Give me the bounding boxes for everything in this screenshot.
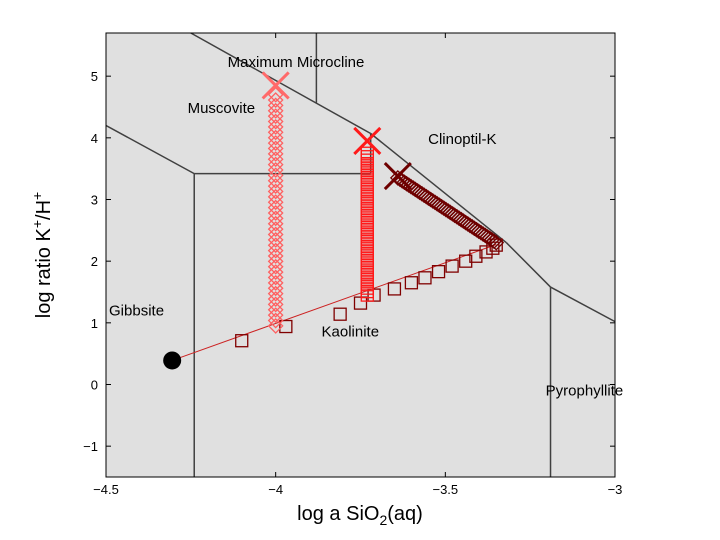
x-tick-label-3: −3: [608, 482, 623, 497]
series-1-point-4: [367, 288, 381, 302]
series-1-point-1: [279, 319, 293, 334]
series-1-point-2: [333, 307, 347, 321]
x-tick-label-0: −4.5: [93, 482, 119, 497]
x-axis-label: log a SiO2(aq): [297, 503, 423, 528]
series-1-point-9: [445, 259, 459, 273]
x-tick-label-2: −3.5: [432, 482, 458, 497]
region-label-5: Pyrophyllite: [546, 383, 624, 400]
y-axis-ticks: −1 0 1 2 3 4 5: [83, 69, 615, 454]
series-6-point-0: [353, 126, 382, 155]
series-1-point-0: [235, 334, 249, 348]
x-tick-label-1: −4: [268, 482, 283, 497]
plot-area: [106, 33, 615, 477]
phase-boundaries: [105, 32, 616, 477]
region-label-4: Kaolinite: [322, 323, 380, 340]
region-label-1: Muscovite: [188, 100, 256, 117]
region-label-2: Clinoptil-K: [428, 131, 496, 148]
series-7-point-0: [383, 162, 412, 191]
y-axis-label: log ratio K+/H+: [29, 192, 55, 318]
series-1-point-8: [431, 264, 446, 279]
series-1-point-6: [404, 276, 419, 290]
phase-boundary-0: [105, 124, 195, 175]
phase-boundary-4: [370, 132, 507, 244]
y-tick-label-1: 0: [91, 378, 98, 393]
series-1-point-12: [479, 245, 493, 259]
x-axis-ticks: −4.5 −4 −3.5 −3: [93, 33, 622, 497]
y-tick-label-4: 3: [91, 193, 98, 208]
y-tick-label-2: 1: [91, 316, 98, 331]
series-5-point-0: [261, 71, 290, 100]
region-labels: Maximum Microcline Muscovite Clinoptil-K Gi…: [109, 54, 623, 400]
series-4-point-45: [488, 234, 505, 251]
phase-boundary-5: [505, 242, 552, 288]
region-label-3: Gibbsite: [109, 302, 164, 319]
series-1-point-10: [459, 254, 473, 268]
region-label-0: Maximum Microcline: [228, 54, 365, 71]
plot-frame: [105, 32, 616, 478]
series-2-point-43: [267, 86, 284, 103]
phase-boundary-3: [190, 32, 372, 135]
series-3-point-41: [360, 146, 374, 160]
series-1-point-3: [353, 296, 368, 310]
series-1-point-11: [469, 249, 483, 263]
series-8-point-0: [163, 351, 182, 370]
phase-boundary-6: [550, 286, 616, 323]
series-1-point-7: [418, 271, 432, 285]
data-series: [163, 71, 505, 370]
y-tick-label-6: 5: [91, 69, 98, 84]
series-0-line: [172, 244, 497, 361]
series-1-point-5: [387, 282, 402, 296]
y-tick-label-3: 2: [91, 254, 98, 269]
y-tick-label-5: 4: [91, 131, 98, 146]
y-tick-label-0: −1: [83, 439, 98, 454]
